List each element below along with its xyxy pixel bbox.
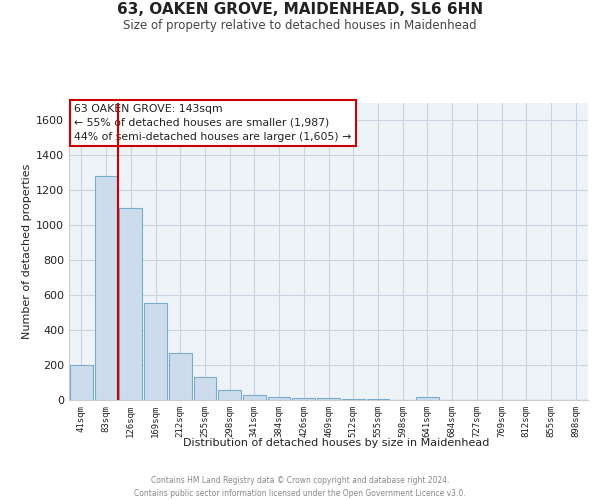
Bar bbox=[416, 398, 439, 400]
Bar bbox=[317, 398, 340, 400]
Bar bbox=[169, 353, 191, 400]
Text: 63 OAKEN GROVE: 143sqm
← 55% of detached houses are smaller (1,987)
44% of semi-: 63 OAKEN GROVE: 143sqm ← 55% of detached… bbox=[74, 104, 352, 142]
Bar bbox=[342, 399, 365, 400]
Bar bbox=[243, 395, 266, 400]
Bar bbox=[367, 399, 389, 400]
Text: Size of property relative to detached houses in Maidenhead: Size of property relative to detached ho… bbox=[123, 18, 477, 32]
Bar bbox=[268, 398, 290, 400]
Bar bbox=[119, 208, 142, 400]
Bar bbox=[218, 390, 241, 400]
Text: 63, OAKEN GROVE, MAIDENHEAD, SL6 6HN: 63, OAKEN GROVE, MAIDENHEAD, SL6 6HN bbox=[117, 2, 483, 18]
Bar bbox=[292, 398, 315, 400]
Text: Distribution of detached houses by size in Maidenhead: Distribution of detached houses by size … bbox=[183, 438, 489, 448]
Bar bbox=[194, 377, 216, 400]
Y-axis label: Number of detached properties: Number of detached properties bbox=[22, 164, 32, 339]
Text: Contains HM Land Registry data © Crown copyright and database right 2024.
Contai: Contains HM Land Registry data © Crown c… bbox=[134, 476, 466, 498]
Bar bbox=[70, 365, 93, 400]
Bar bbox=[95, 176, 118, 400]
Bar bbox=[144, 303, 167, 400]
